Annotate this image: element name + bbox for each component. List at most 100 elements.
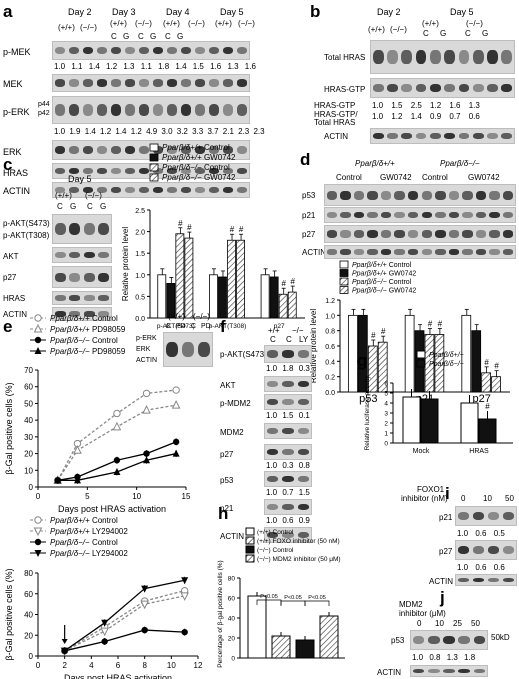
band bbox=[54, 46, 66, 55]
point bbox=[34, 538, 42, 546]
band bbox=[489, 230, 500, 238]
legend-genotype: Pparβ/δ−/− bbox=[50, 549, 92, 558]
band bbox=[487, 577, 500, 583]
band bbox=[124, 145, 136, 155]
band bbox=[208, 104, 220, 116]
cond-label: Control bbox=[422, 173, 448, 182]
y-tick-label: 80 bbox=[228, 576, 236, 583]
legend-label: Pparβ/δ+/+ GW0742 bbox=[162, 153, 236, 162]
blot-hras-gtp bbox=[370, 78, 515, 98]
blot-actin bbox=[264, 527, 312, 543]
lane-label: PD bbox=[201, 323, 211, 330]
bar bbox=[209, 274, 218, 319]
point bbox=[61, 647, 69, 655]
band bbox=[458, 49, 470, 65]
band bbox=[236, 145, 248, 155]
band bbox=[222, 186, 234, 194]
y-tick-label: 1.0 bbox=[325, 313, 335, 320]
band bbox=[54, 251, 66, 259]
band bbox=[166, 79, 178, 87]
row-label: ACTIN bbox=[3, 186, 30, 196]
band bbox=[475, 230, 487, 238]
band bbox=[401, 83, 413, 93]
values: 1.0 1.5 0.1 bbox=[266, 411, 310, 420]
lane-label: C bbox=[111, 32, 117, 41]
legend-genotype: Pparβ/δ−/− bbox=[50, 336, 92, 345]
point bbox=[142, 389, 151, 398]
point bbox=[141, 585, 149, 593]
band bbox=[266, 448, 279, 456]
band bbox=[443, 635, 455, 645]
band bbox=[472, 49, 484, 65]
band bbox=[448, 249, 460, 255]
x-tick-label: 4 bbox=[89, 661, 94, 670]
point bbox=[34, 314, 42, 322]
series-line bbox=[64, 595, 185, 652]
lane-label: G bbox=[100, 202, 107, 211]
blot-p27 bbox=[455, 540, 517, 560]
blot-mdm2 bbox=[264, 423, 312, 439]
band bbox=[110, 186, 122, 194]
band bbox=[503, 249, 514, 255]
point bbox=[143, 450, 150, 457]
series-line bbox=[64, 590, 185, 652]
band bbox=[194, 79, 206, 87]
band bbox=[444, 83, 456, 93]
sig-mark: # bbox=[381, 327, 386, 336]
band bbox=[503, 230, 514, 238]
y-tick-label: 1.2 bbox=[325, 298, 335, 305]
band bbox=[340, 230, 351, 238]
legend-genotype: Pparβ/δ−/− bbox=[352, 288, 389, 295]
genotype-label: (+/+) bbox=[55, 191, 72, 200]
legend-label: Pparβ/δ+/+ PD98059 bbox=[50, 325, 126, 334]
chart-c: 0.0 0.5 1.0 1.5 2.0 2.5 # # p-AKT(S473) # # p-AKT(T… bbox=[121, 143, 305, 330]
legend-genotype: Pparβ/δ+/+ bbox=[50, 325, 92, 334]
genotype-label: Pparβ/δ−/− bbox=[440, 159, 480, 168]
band bbox=[394, 211, 405, 219]
genotype-label: (−/−) bbox=[390, 25, 407, 34]
bar bbox=[247, 595, 267, 659]
point bbox=[112, 421, 122, 431]
band bbox=[222, 46, 234, 55]
row-label: p27 bbox=[439, 547, 453, 556]
bar bbox=[478, 418, 497, 444]
legend-label: Pparβ/δ+/+ Control bbox=[50, 314, 118, 323]
legend-treatment: PD98059 bbox=[92, 347, 126, 356]
cond-label: Control bbox=[336, 173, 362, 182]
band bbox=[489, 211, 500, 219]
band bbox=[124, 79, 136, 87]
sig-mark: # bbox=[438, 320, 443, 329]
band bbox=[475, 249, 487, 255]
legend-label: Pparβ/δ−/− Control bbox=[352, 279, 412, 286]
row-label: p27 bbox=[220, 450, 234, 459]
panel-h: h 0 20 40 60 80 P<0.05 P<0.05 P<0.05 Percentage … bbox=[212, 500, 352, 679]
kd-label: 50kD bbox=[491, 633, 510, 642]
lane-label: C bbox=[138, 32, 144, 41]
sig-mark: # bbox=[239, 225, 244, 234]
band bbox=[282, 380, 294, 388]
band bbox=[421, 211, 432, 219]
band bbox=[462, 190, 473, 200]
band bbox=[367, 230, 378, 238]
band bbox=[166, 167, 178, 175]
legend-swatch bbox=[149, 153, 159, 162]
lane-label: PD bbox=[176, 323, 186, 330]
sig-mark: # bbox=[371, 331, 376, 340]
band bbox=[340, 190, 351, 200]
band bbox=[297, 531, 310, 539]
series-line bbox=[64, 579, 185, 652]
legend-label: Pparβ/δ−/− GW0742 bbox=[162, 173, 236, 182]
band bbox=[448, 211, 460, 219]
legend-treatment: LY294002 bbox=[92, 527, 128, 536]
panel-f: f +/+ −/− C C LY p-AKT(S473) 1.0 1.8 0.3… bbox=[218, 305, 314, 679]
panel-b-label: b bbox=[310, 2, 321, 21]
lane-label: C bbox=[87, 202, 93, 211]
band bbox=[181, 342, 195, 357]
day-label: Day 5 bbox=[450, 7, 474, 17]
bar bbox=[348, 314, 358, 393]
y-tick-label: 10 bbox=[24, 466, 33, 475]
x-tick-label: 10 bbox=[132, 492, 141, 501]
band bbox=[98, 222, 110, 236]
band bbox=[387, 49, 398, 65]
band bbox=[138, 145, 150, 155]
